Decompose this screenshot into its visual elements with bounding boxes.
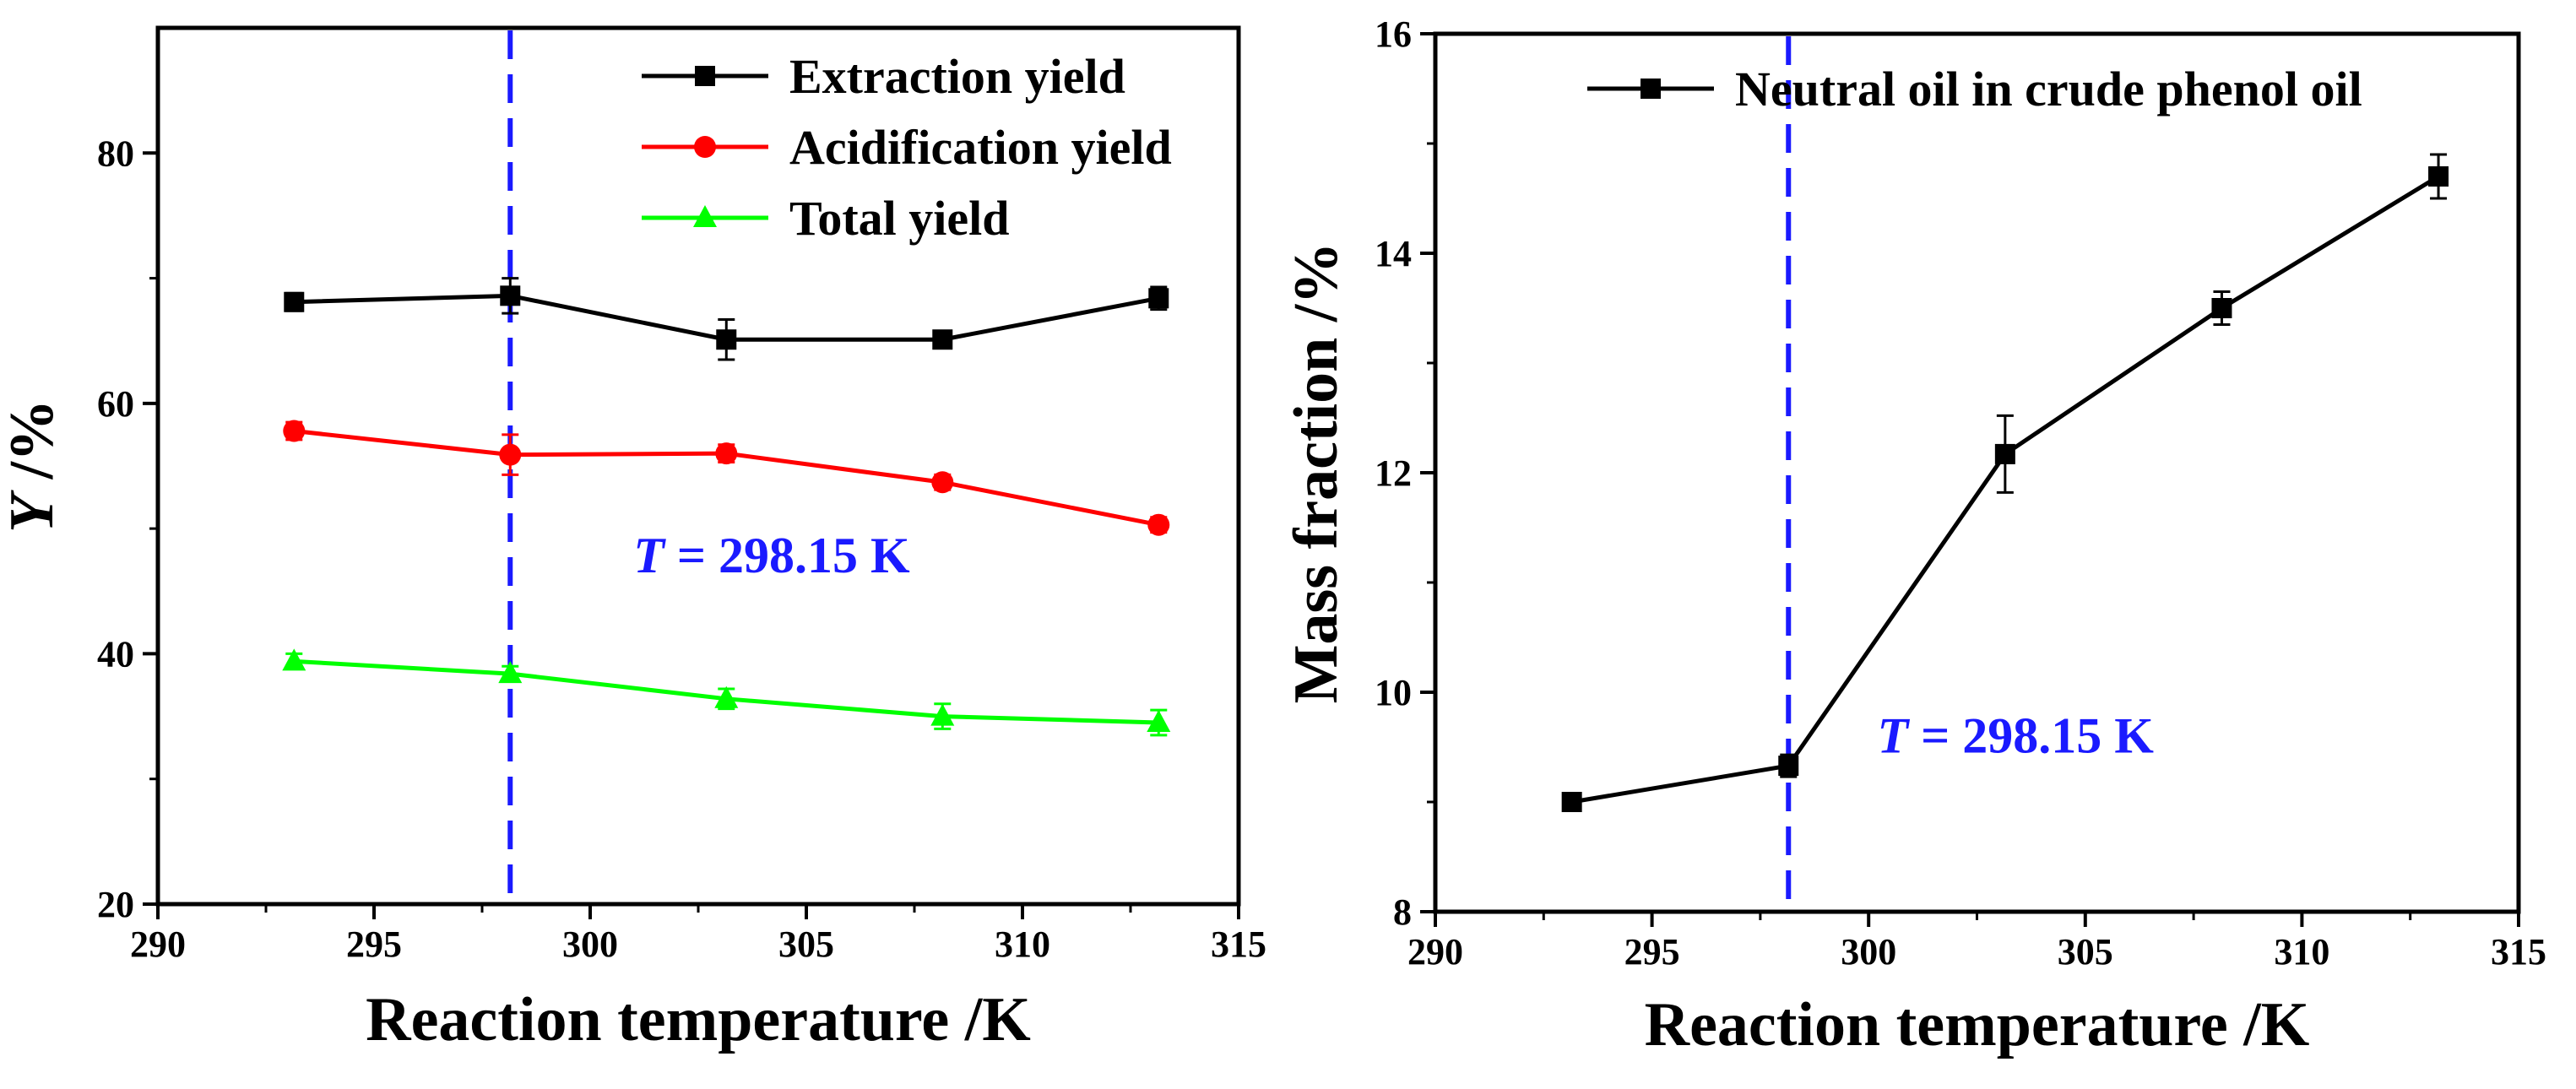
- legend-label: Neutral oil in crude phenol oil: [1735, 62, 2362, 116]
- y-tick-label: 20: [97, 884, 134, 925]
- legend-marker: [1641, 79, 1661, 99]
- y-axis-title: Y /%: [0, 399, 67, 533]
- chart-panel-right: 290 295 300 305 310 315 8 10 12 14 16 Reaction temp…: [1282, 14, 2546, 1059]
- y-tick-label: 60: [97, 383, 134, 425]
- chart-panel-left: 290 295 300 305 310 315 20 40 60 80 Reaction tempe…: [0, 25, 1266, 1054]
- x-tick-label: 300: [1841, 931, 1896, 973]
- legend-label: Acidification yield: [789, 120, 1172, 175]
- legend-entry: Neutral oil in crude phenol oil: [1587, 62, 2362, 116]
- data-point: [1994, 443, 2015, 464]
- legend-label: Total yield: [789, 191, 1010, 246]
- data-point: [500, 285, 521, 306]
- legend-entry: Extraction yield: [642, 49, 1125, 104]
- y-tick-label: 10: [1375, 672, 1412, 713]
- legend-marker: [694, 136, 716, 158]
- y-tick-label: 40: [97, 633, 134, 675]
- x-axis-title: Reaction temperature /K: [366, 985, 1031, 1054]
- legend-entry: Total yield: [642, 191, 1010, 246]
- y-tick-label: 80: [97, 133, 134, 174]
- y-tick-label: 8: [1393, 891, 1412, 933]
- y-tick-label: 16: [1375, 14, 1412, 55]
- series-neutral-oil-in-crude-phenol-oil: [1561, 153, 2449, 812]
- data-point: [284, 291, 305, 312]
- data-point: [499, 443, 522, 466]
- data-point: [714, 685, 739, 708]
- x-tick-label: 290: [1407, 931, 1463, 973]
- x-tick-label: 295: [1624, 931, 1680, 973]
- x-tick-label: 310: [2274, 931, 2329, 973]
- x-tick-label: 305: [2058, 931, 2113, 973]
- x-tick-label: 315: [2491, 931, 2546, 973]
- data-point: [2211, 298, 2232, 318]
- annotation-label: T = 298.15 K: [633, 528, 910, 583]
- x-tick-label: 305: [778, 924, 834, 965]
- y-axis-title: Mass fraction /%: [1282, 242, 1351, 704]
- data-point: [1147, 513, 1170, 536]
- x-tick-label: 290: [130, 924, 186, 965]
- data-point: [1561, 792, 1582, 812]
- y-tick-label: 12: [1375, 452, 1412, 494]
- series-total-yield: [282, 648, 1171, 737]
- legend-marker: [693, 205, 717, 227]
- legend-label: Extraction yield: [789, 49, 1125, 104]
- data-point: [932, 329, 953, 350]
- data-point: [1147, 709, 1171, 732]
- data-point: [2428, 166, 2449, 187]
- x-tick-label: 315: [1211, 924, 1266, 965]
- data-point: [716, 329, 737, 350]
- data-point: [283, 420, 306, 442]
- data-point: [1778, 756, 1799, 777]
- plot-frame: [1433, 31, 2521, 914]
- data-point: [930, 703, 955, 726]
- x-tick-label: 310: [995, 924, 1050, 965]
- legend-entry: Acidification yield: [642, 120, 1172, 175]
- series-acidification-yield: [283, 420, 1170, 536]
- data-point: [498, 661, 523, 684]
- y-tick-label: 14: [1375, 233, 1412, 274]
- data-point: [282, 648, 306, 671]
- x-tick-label: 295: [346, 924, 402, 965]
- annotation-label: T = 298.15 K: [1877, 708, 2154, 764]
- x-axis-title: Reaction temperature /K: [1645, 990, 2310, 1059]
- data-point: [715, 442, 738, 465]
- series-extraction-yield: [284, 277, 1169, 361]
- legend-marker: [695, 66, 715, 86]
- data-point: [1148, 288, 1169, 309]
- data-point: [931, 471, 954, 494]
- x-tick-label: 300: [562, 924, 618, 965]
